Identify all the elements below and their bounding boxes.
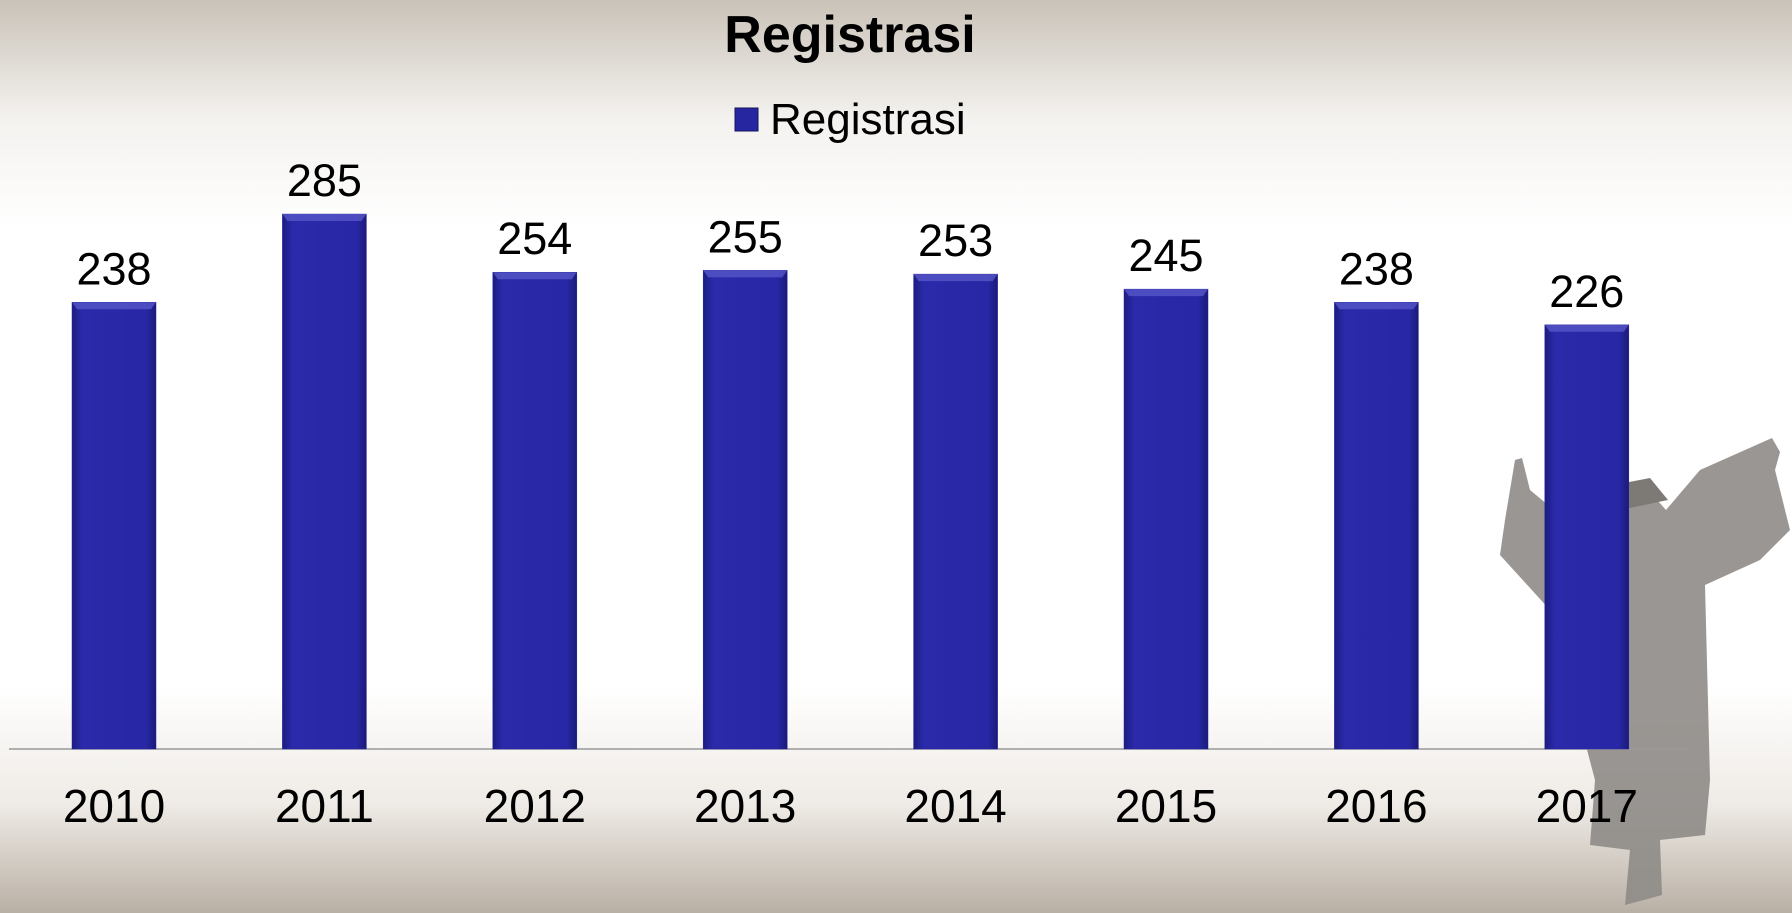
bar-bevel: [1544, 324, 1629, 332]
bar-bevel: [1124, 289, 1208, 297]
bar: [913, 273, 998, 750]
x-tick-label: 2014: [904, 780, 1006, 832]
x-tick-label: 2017: [1536, 780, 1638, 832]
x-tick-label: 2011: [275, 780, 374, 832]
bar-bevel: [282, 214, 367, 222]
bar: [71, 302, 157, 750]
bar-bevel: [492, 272, 577, 280]
bar: [1544, 324, 1630, 750]
bar: [702, 270, 788, 750]
data-label: 245: [1128, 230, 1203, 281]
x-tick-label: 2010: [63, 780, 165, 832]
data-label: 285: [287, 155, 362, 206]
bar: [1334, 302, 1419, 750]
x-tick-label: 2012: [484, 780, 586, 832]
data-label: 238: [76, 243, 151, 294]
bar: [282, 213, 367, 750]
data-label: 226: [1549, 266, 1624, 317]
data-label: 238: [1339, 243, 1414, 294]
bar: [1123, 288, 1209, 750]
bar-bevel: [913, 274, 998, 282]
legend-label: Registrasi: [770, 95, 966, 144]
data-label: 254: [497, 213, 572, 264]
legend-swatch: [734, 107, 759, 132]
data-label: 255: [708, 211, 783, 262]
bar-bevel: [703, 270, 788, 278]
data-label: 253: [918, 215, 993, 266]
bar-bevel: [1334, 302, 1419, 310]
bar-bevel: [72, 302, 156, 310]
x-tick-label: 2013: [694, 780, 796, 832]
bar: [492, 271, 578, 750]
x-tick-label: 2015: [1115, 780, 1217, 832]
x-tick-label: 2016: [1325, 780, 1427, 832]
chart-title: Registrasi: [724, 6, 975, 64]
